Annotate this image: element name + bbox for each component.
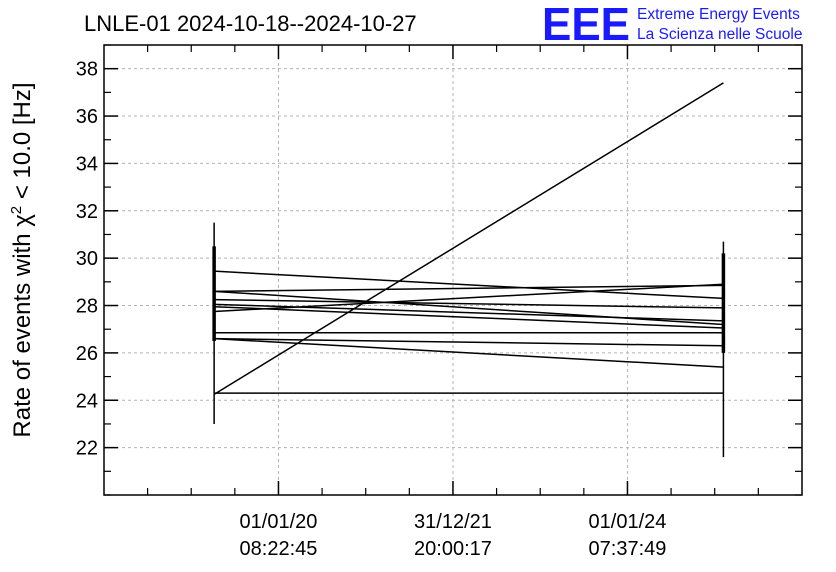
y-tick-label: 28 bbox=[76, 296, 98, 318]
y-tick-label: 22 bbox=[76, 438, 98, 460]
eee-logo-line2: La Scienza nelle Scuole bbox=[637, 26, 802, 43]
y-tick-label: 34 bbox=[76, 153, 98, 175]
y-axis-label-suffix: < 10.0 [Hz] bbox=[9, 82, 36, 205]
error-bars bbox=[212, 222, 726, 458]
series-line bbox=[214, 283, 724, 313]
x-tick-label-date: 01/01/24 bbox=[589, 511, 667, 533]
axis-ticks bbox=[104, 44, 802, 496]
eee-logo-letters: EEE bbox=[542, 0, 630, 50]
y-tick-label: 30 bbox=[76, 248, 98, 270]
x-tick-label-time: 08:22:45 bbox=[240, 538, 318, 560]
y-tick-labels: 22 24 26 28 30 32 34 36 38 bbox=[76, 59, 98, 460]
x-tick-labels: 01/01/20 08:22:45 31/12/21 20:00:17 01/01/24… bbox=[240, 511, 667, 560]
series-line bbox=[214, 305, 724, 329]
y-tick-label: 24 bbox=[76, 390, 98, 412]
x-tick-label-date: 01/01/20 bbox=[240, 511, 318, 533]
eee-logo-line1: Extreme Energy Events bbox=[637, 6, 800, 23]
y-axis-label: Rate of events with χ2 < 10.0 [Hz] bbox=[8, 82, 36, 437]
eee-logo: EEE Extreme Energy Events La Scienza nel… bbox=[542, 0, 802, 50]
series-line bbox=[214, 298, 724, 309]
y-tick-label: 38 bbox=[76, 59, 98, 81]
series-line bbox=[214, 337, 724, 347]
y-tick-label: 26 bbox=[76, 343, 98, 365]
y-axis-label-prefix: Rate of events with bbox=[9, 227, 36, 438]
data-series bbox=[213, 82, 724, 395]
series-line bbox=[214, 290, 724, 326]
x-tick-label-time: 20:00:17 bbox=[414, 538, 492, 560]
x-tick-label-time: 07:37:49 bbox=[589, 538, 667, 560]
y-axis-label-chi: χ bbox=[9, 214, 36, 227]
series-line bbox=[213, 82, 724, 395]
y-axis-label-superscript: 2 bbox=[8, 206, 25, 214]
y-tick-label: 36 bbox=[76, 106, 98, 128]
grid-lines bbox=[104, 45, 802, 495]
series-line bbox=[214, 270, 724, 300]
y-tick-label: 32 bbox=[76, 201, 98, 223]
x-tick-label-date: 31/12/21 bbox=[414, 511, 492, 533]
chart-title: LNLE-01 2024-10-18--2024-10-27 bbox=[84, 11, 417, 36]
series-line bbox=[214, 284, 724, 293]
series-line bbox=[214, 337, 724, 368]
